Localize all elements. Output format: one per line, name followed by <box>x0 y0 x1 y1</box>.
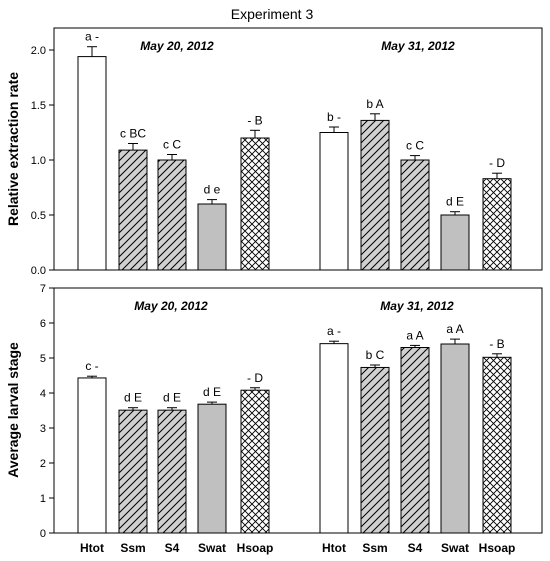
date-label-may20: May 20, 2012 <box>134 299 208 313</box>
bar-swat <box>197 203 227 271</box>
category-label-s4: S4 <box>165 541 180 555</box>
significance-label: b C <box>366 348 385 362</box>
y-tick-label: 2 <box>40 458 46 470</box>
y-tick-label: 6 <box>40 318 46 330</box>
y-tick-label: 2.0 <box>31 45 46 57</box>
y-tick-label: 0 <box>40 528 46 540</box>
y-tick-label: 1 <box>40 493 46 505</box>
category-label-hsoap: Hsoap <box>479 541 516 555</box>
date-label-may31: May 31, 2012 <box>380 299 454 313</box>
bar-htot <box>319 132 349 271</box>
significance-label: d E <box>446 195 464 209</box>
bar-htot <box>77 377 107 534</box>
y-axis-label: Relative extraction rate <box>5 72 21 226</box>
bar-hsoap <box>482 356 512 534</box>
significance-label: a A <box>446 322 463 336</box>
significance-label: - D <box>247 371 263 385</box>
significance-label: d E <box>203 385 221 399</box>
bar-htot <box>77 56 107 271</box>
category-label-swat: Swat <box>441 541 469 555</box>
category-label-ssm: Ssm <box>120 541 145 555</box>
plot-frame <box>53 287 543 534</box>
category-label-htot: Htot <box>322 541 346 555</box>
significance-label: - B <box>489 337 504 351</box>
y-tick-label: 7 <box>40 283 46 295</box>
bar-swat <box>440 343 470 534</box>
y-tick-label: 4 <box>40 388 46 400</box>
significance-label: c C <box>163 138 181 152</box>
category-label-s4: S4 <box>408 541 423 555</box>
significance-label: - D <box>489 156 505 170</box>
y-tick-label: 0.0 <box>31 265 46 277</box>
y-tick-label: 5 <box>40 353 46 365</box>
y-tick-label: 1.5 <box>31 100 46 112</box>
category-label-htot: Htot <box>80 541 104 555</box>
bar-s4 <box>157 159 187 271</box>
bar-ssm <box>118 149 148 271</box>
significance-label: c BC <box>120 127 146 141</box>
bar-s4 <box>157 409 187 534</box>
significance-label: - B <box>247 113 262 127</box>
significance-label: d E <box>124 391 142 405</box>
significance-label: c C <box>406 139 424 153</box>
bar-ssm <box>360 119 390 271</box>
plot-frame <box>53 27 543 271</box>
panel-extraction-rate: Relative extraction rate May 20, 2012 Ma… <box>5 27 543 277</box>
bar-swat <box>197 403 227 534</box>
category-labels: Htot Ssm S4 Swat Hsoap Htot Ssm S4 Swat … <box>80 541 515 555</box>
category-label-hsoap: Hsoap <box>237 541 274 555</box>
panel-larval-stage: Average larval stage May 20, 2012 May 31… <box>5 283 543 540</box>
category-label-ssm: Ssm <box>362 541 387 555</box>
bar-s4 <box>400 347 430 534</box>
category-label-swat: Swat <box>198 541 226 555</box>
bar-hsoap <box>240 137 270 271</box>
y-axis-label: Average larval stage <box>5 342 21 478</box>
y-tick-label: 1.0 <box>31 155 46 167</box>
bar-ssm <box>118 409 148 534</box>
significance-label: d E <box>163 391 181 405</box>
figure-title: Experiment 3 <box>231 6 314 22</box>
significance-label: d e <box>204 183 221 197</box>
significance-label: b A <box>366 97 383 111</box>
bar-hsoap <box>240 389 270 534</box>
y-tick-label: 3 <box>40 423 46 435</box>
date-label-may20: May 20, 2012 <box>140 39 214 53</box>
bar-swat <box>440 214 470 271</box>
significance-label: b - <box>327 110 341 124</box>
significance-label: c - <box>85 359 98 373</box>
significance-label: a A <box>406 328 423 342</box>
bar-htot <box>319 343 349 534</box>
bar-ssm <box>360 366 390 534</box>
significance-label: a - <box>327 324 341 338</box>
y-tick-label: 0.5 <box>31 210 46 222</box>
date-label-may31: May 31, 2012 <box>381 39 455 53</box>
significance-label: a - <box>85 30 99 44</box>
bar-s4 <box>400 159 430 271</box>
bar-hsoap <box>482 178 512 271</box>
